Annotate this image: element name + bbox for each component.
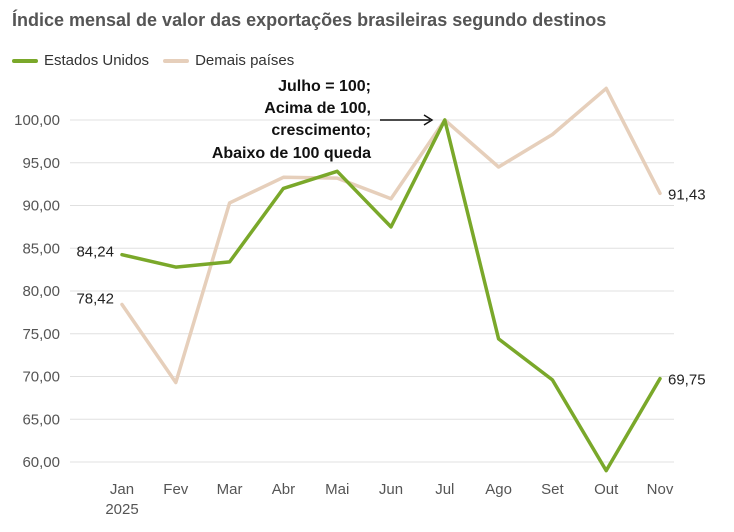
x-tick-year-label: 2025 [105, 501, 138, 518]
legend-swatch-demais-paises [163, 58, 190, 63]
y-tick-label: 90,00 [22, 198, 60, 215]
y-tick-label: 60,00 [22, 454, 60, 471]
end-label-estados-unidos: 69,75 [668, 372, 706, 389]
annotation-arrow-head [423, 114, 434, 126]
start-label-demais-paises: 78,42 [76, 291, 114, 308]
x-tick-label: Fev [163, 481, 189, 498]
chart-title: Índice mensal de valor das exportações b… [12, 10, 607, 30]
legend: Estados Unidos Demais países [12, 52, 308, 69]
y-tick-label: 85,00 [22, 240, 60, 257]
x-tick-label: Jul [435, 481, 454, 498]
annotation-line: Acima de 100, [264, 100, 371, 117]
x-tick-label: Jun [379, 481, 403, 498]
annotation-line: Julho = 100; [278, 78, 371, 95]
legend-label-demais-paises: Demais países [195, 52, 295, 69]
series-line-estados-unidos [120, 118, 662, 473]
y-tick-label: 75,00 [22, 326, 60, 343]
x-tick-label: Nov [647, 481, 674, 498]
x-tick-label: Mai [325, 481, 349, 498]
y-tick-label: 65,00 [22, 411, 60, 428]
y-tick-label: 95,00 [22, 155, 60, 172]
x-tick-label: Jan [110, 481, 134, 498]
x-tick-label: Out [594, 481, 619, 498]
x-tick-label: Set [541, 481, 564, 498]
legend-item-demais-paises[interactable]: Demais países [163, 52, 294, 69]
x-tick-label: Abr [272, 481, 295, 498]
y-tick-label: 70,00 [22, 369, 60, 386]
x-tick-label: Mar [217, 481, 243, 498]
annotation-line: crescimento; [271, 122, 371, 139]
series-line-demais-paises [120, 86, 662, 385]
legend-item-estados-unidos[interactable]: Estados Unidos [12, 52, 149, 69]
annotation-line: Abaixo de 100 queda [212, 145, 371, 162]
legend-label-estados-unidos: Estados Unidos [44, 52, 150, 69]
end-label-demais-paises: 91,43 [668, 186, 706, 203]
legend-swatch-estados-unidos [12, 58, 38, 63]
y-tick-label: 80,00 [22, 283, 60, 300]
x-tick-label: Ago [485, 481, 512, 498]
start-label-estados-unidos: 84,24 [76, 244, 114, 261]
y-tick-label: 100,00 [14, 112, 60, 129]
